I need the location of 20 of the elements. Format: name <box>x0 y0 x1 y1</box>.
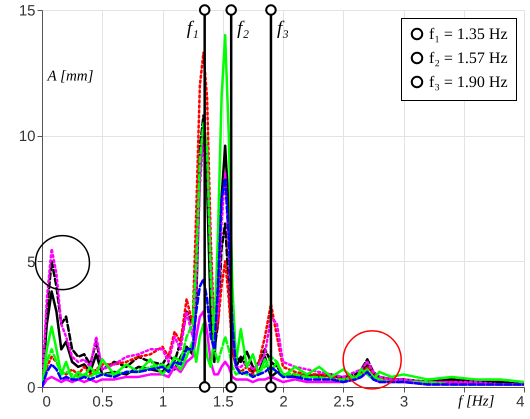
y-tick-label: 15 <box>18 2 36 20</box>
legend-label: f₃ = 1.90 Hz <box>429 74 508 91</box>
x-tick-label: 2.5 <box>333 394 354 410</box>
y-axis-title: A [mm] <box>46 68 94 84</box>
x-tick-label: 4 <box>516 394 524 410</box>
y-tick-label: 5 <box>27 254 36 271</box>
annotation: f₃ <box>276 18 289 39</box>
x-tick-label: 1 <box>158 394 168 410</box>
legend-label: f₂ = 1.57 Hz <box>429 50 508 67</box>
x-tick-label: 2 <box>279 394 288 410</box>
x-tick-label: 1.5 <box>212 394 234 410</box>
x-tick-label: 3 <box>400 394 408 410</box>
y-tick-label: 0 <box>27 380 36 396</box>
annotation: f₁ <box>186 18 199 39</box>
x-axis-title: f [Hz] <box>458 394 495 410</box>
legend-label: f₁ = 1.35 Hz <box>429 26 508 43</box>
annotation: f₂ <box>237 18 250 39</box>
x-tick-label: 0 <box>42 394 51 410</box>
y-tick-label: 10 <box>18 128 36 146</box>
x-tick-label: 0.5 <box>92 394 114 410</box>
